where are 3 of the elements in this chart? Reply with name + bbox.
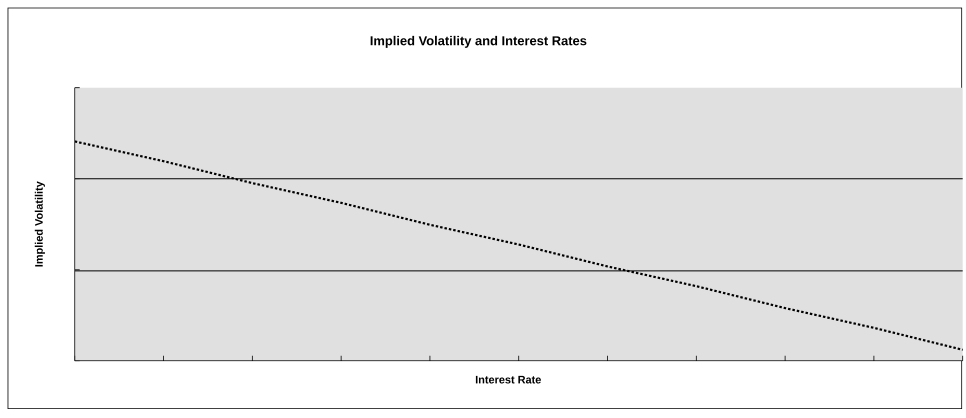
x-axis-title: Interest Rate xyxy=(476,376,541,384)
y-axis-title: Implied Volatility xyxy=(34,182,45,267)
chart-title: Implied Volatility and Interest Rates xyxy=(370,36,586,48)
